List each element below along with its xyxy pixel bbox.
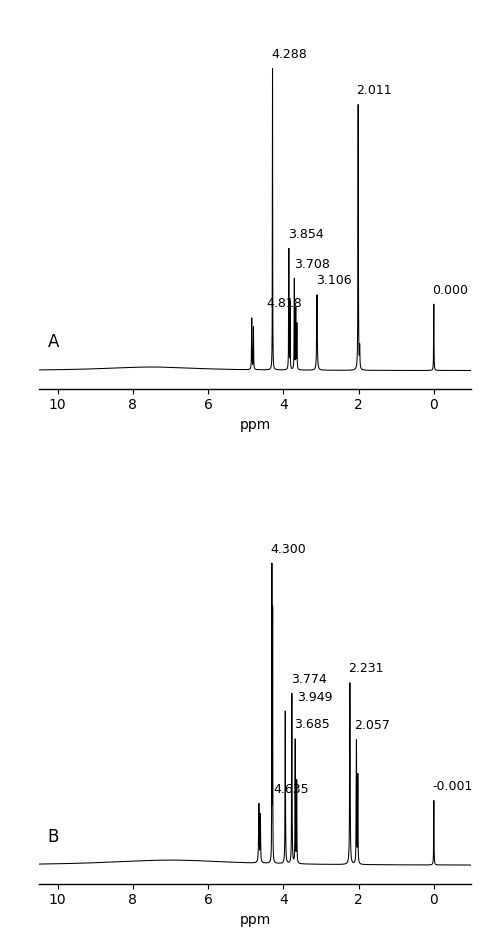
- Text: 3.106: 3.106: [316, 274, 352, 287]
- Text: 3.685: 3.685: [295, 718, 330, 731]
- Text: 3.708: 3.708: [294, 258, 330, 271]
- Text: B: B: [48, 828, 59, 846]
- Text: 4.818: 4.818: [266, 298, 302, 311]
- Text: 2.231: 2.231: [348, 662, 383, 675]
- X-axis label: ppm: ppm: [240, 418, 271, 432]
- X-axis label: ppm: ppm: [240, 912, 271, 927]
- Text: 4.635: 4.635: [273, 783, 309, 796]
- Text: 2.057: 2.057: [355, 719, 390, 732]
- Text: 2.011: 2.011: [356, 84, 392, 97]
- Text: 3.949: 3.949: [297, 691, 333, 704]
- Text: A: A: [48, 333, 59, 352]
- Text: 4.300: 4.300: [270, 542, 306, 555]
- Text: 3.854: 3.854: [288, 228, 324, 241]
- Text: -0.001: -0.001: [432, 780, 472, 793]
- Text: 0.000: 0.000: [432, 284, 468, 297]
- Text: 4.288: 4.288: [271, 47, 307, 60]
- Text: 3.774: 3.774: [291, 672, 327, 685]
